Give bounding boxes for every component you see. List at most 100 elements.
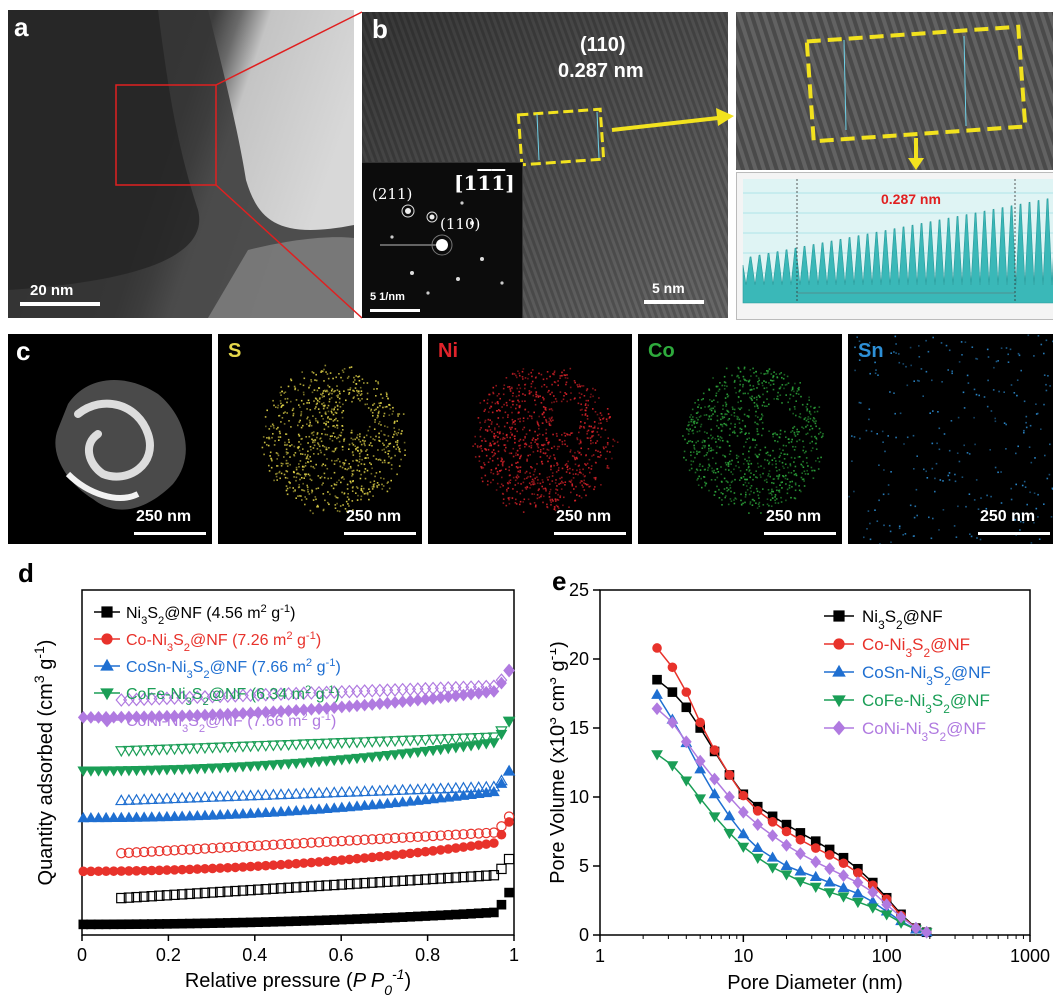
data-point [767, 829, 778, 843]
adsorption-point [343, 801, 356, 812]
desorption-point [282, 787, 295, 799]
adsorption-point [107, 811, 120, 823]
chart-e-pore-distribution: 1 10 100 1000 0 5 10 15 20 25 Pore Diameter (nm) Po… [550, 580, 1050, 994]
adsorption-point [427, 793, 439, 804]
desorption-point [389, 832, 401, 844]
adsorption-point [442, 791, 455, 802]
saed-spot-110: (110) [440, 215, 481, 233]
legend-label: Co-Ni3S2@NF (7.26 m2 g-1) [126, 630, 321, 654]
legend-d: Ni3S2@NF (4.56 m2 g-1) Co-Ni3S2@NF (7.26 … [94, 603, 341, 735]
eds-scalebar-label: 250 nm [346, 508, 402, 525]
desorption-point [146, 846, 157, 857]
desorption-point [192, 888, 203, 899]
desorption-point [138, 891, 150, 902]
desorption-point [130, 793, 143, 805]
adsorption-point [320, 802, 333, 814]
panel-b-line-profile: 0.287 nm [736, 172, 1053, 320]
desorption-point [184, 844, 195, 855]
adsorption-point [472, 787, 485, 799]
desorption-point [496, 863, 507, 875]
scalebar-b-label: 5 nm [652, 280, 685, 296]
adsorption-point [366, 799, 379, 810]
eds-scalebar [344, 532, 416, 535]
adsorption-point [100, 811, 112, 823]
saed-zone-axis: [111] [454, 171, 515, 195]
saed-spot-211: (211) [372, 185, 413, 203]
eds-map-image [261, 364, 406, 515]
x-axis-label: Relative pressure (P P0-1) [185, 966, 411, 998]
adsorption-point [419, 793, 432, 805]
adsorption-point [313, 803, 325, 814]
desorption-point [116, 892, 127, 904]
eds-element-label: S [228, 340, 242, 362]
data-point [810, 855, 822, 869]
data-point [752, 806, 763, 816]
legend-label: Co-Ni3S2@NF [862, 635, 970, 660]
desorption-point [488, 869, 500, 881]
adsorption-point [480, 739, 493, 750]
series-4 [651, 702, 933, 939]
legend-marker [101, 606, 113, 618]
eds-element-label: Sn [858, 340, 884, 362]
desorption-point [389, 876, 401, 887]
eds-map-image [55, 380, 186, 510]
desorption-point [435, 830, 446, 841]
desorption-point [123, 892, 135, 903]
panel-label-a: a [14, 12, 29, 42]
desorption-point [344, 835, 355, 846]
desorption-point [116, 848, 127, 859]
desorption-point [175, 791, 189, 803]
desorption-point [275, 839, 287, 850]
desorption-point [420, 831, 431, 842]
desorption-point [321, 880, 332, 891]
desorption-point [427, 830, 439, 842]
desorption-point [274, 788, 288, 800]
eds-scalebar [554, 532, 626, 535]
data-point [667, 687, 678, 697]
eds-scalebar [978, 532, 1050, 535]
adsorption-point [282, 805, 295, 816]
eds-map-haadf: 250 nm [8, 334, 212, 544]
desorption-point [405, 832, 416, 843]
saed-scalebar [370, 309, 420, 312]
desorption-point [145, 793, 159, 805]
data-point [852, 876, 864, 889]
desorption-point [237, 841, 249, 852]
desorption-point [207, 842, 218, 854]
line-profile-plot [742, 179, 1053, 304]
desorption-point [382, 876, 393, 887]
desorption-point [321, 836, 332, 848]
desorption-point [213, 790, 227, 802]
desorption-point [359, 877, 370, 889]
adsorption-point [351, 800, 363, 811]
adsorption-point [275, 805, 287, 817]
desorption-point [214, 886, 226, 898]
data-point [780, 859, 793, 870]
adsorption-point [358, 799, 371, 810]
chart-d-isotherms: 0 0.2 0.4 0.6 0.8 1 Relative pressure (P P0-1)… [31, 589, 519, 998]
adsorption-point [480, 786, 493, 798]
x-axis-label: Pore Diameter (nm) [727, 972, 903, 994]
desorption-point [169, 889, 180, 901]
desorption-point [131, 847, 142, 858]
desorption-point [397, 875, 408, 887]
eds-element-label: Ni [438, 340, 458, 362]
desorption-point [496, 821, 507, 832]
panel-b-hrtem-image: b (110) 0.287 nm 5 nm (211) (110) [111] … [362, 12, 728, 318]
fringe-box [516, 107, 606, 167]
x-tick-label: 1000 [1010, 946, 1050, 966]
desorption-point [405, 875, 416, 886]
desorption-point [427, 873, 439, 885]
desorption-point [458, 871, 469, 883]
adsorption-point [389, 796, 401, 808]
adsorption-point [465, 788, 477, 799]
data-point [767, 817, 778, 827]
data-point [781, 838, 792, 852]
desorption-point [374, 833, 386, 845]
desorption-point [367, 834, 378, 845]
desorption-point [397, 832, 408, 843]
desorption-point [450, 829, 462, 840]
scalebar-a [20, 302, 100, 306]
y-tick-label: 20 [569, 649, 589, 669]
adsorption-point [489, 838, 499, 848]
